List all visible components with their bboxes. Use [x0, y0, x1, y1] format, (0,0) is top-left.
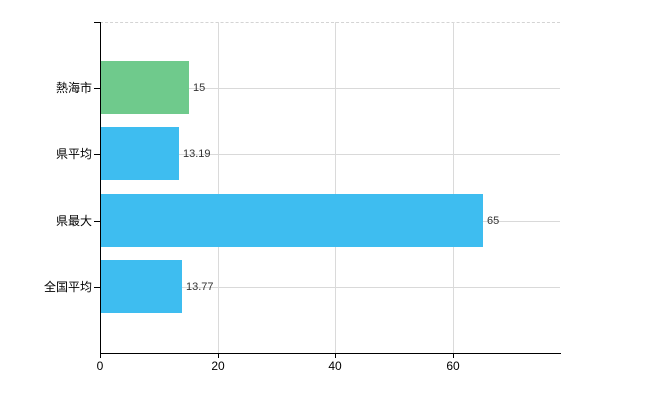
plot-area: 15 13.19 65 13.77 — [94, 22, 561, 358]
value-label: 13.19 — [183, 148, 211, 160]
bar-1 — [101, 127, 179, 180]
horizontal-gridline — [101, 287, 560, 288]
horizontal-gridline — [101, 154, 560, 155]
x-tick-label: 40 — [328, 359, 342, 373]
y-axis-tick — [94, 287, 100, 288]
vertical-gridline — [218, 22, 219, 353]
category-label: 熱海市 — [55, 81, 92, 95]
x-axis-tick — [100, 354, 101, 358]
x-axis-tick — [335, 354, 336, 358]
y-axis-tick — [94, 221, 100, 222]
x-axis — [100, 353, 561, 354]
x-tick-label: 60 — [446, 359, 460, 373]
x-axis-tick — [218, 354, 219, 358]
value-label: 13.77 — [186, 281, 214, 293]
x-tick-label: 20 — [211, 359, 225, 373]
y-axis — [100, 22, 101, 354]
category-label: 全国平均 — [43, 280, 92, 294]
vertical-gridline — [453, 22, 454, 353]
y-axis-tick — [94, 88, 100, 89]
y-axis-top-tick — [94, 22, 100, 23]
category-label: 県最大 — [55, 214, 92, 228]
category-label: 県平均 — [55, 147, 92, 161]
bar-2 — [101, 194, 483, 247]
x-axis-tick — [453, 354, 454, 358]
horizontal-gridline — [101, 88, 560, 89]
vertical-gridline — [335, 22, 336, 353]
value-label: 15 — [193, 82, 206, 94]
y-axis-tick — [94, 154, 100, 155]
bar-0 — [101, 61, 189, 114]
x-tick-label: 0 — [96, 359, 104, 373]
plot-top-border — [100, 22, 560, 23]
bar-3 — [101, 260, 182, 313]
value-label: 65 — [487, 215, 500, 227]
